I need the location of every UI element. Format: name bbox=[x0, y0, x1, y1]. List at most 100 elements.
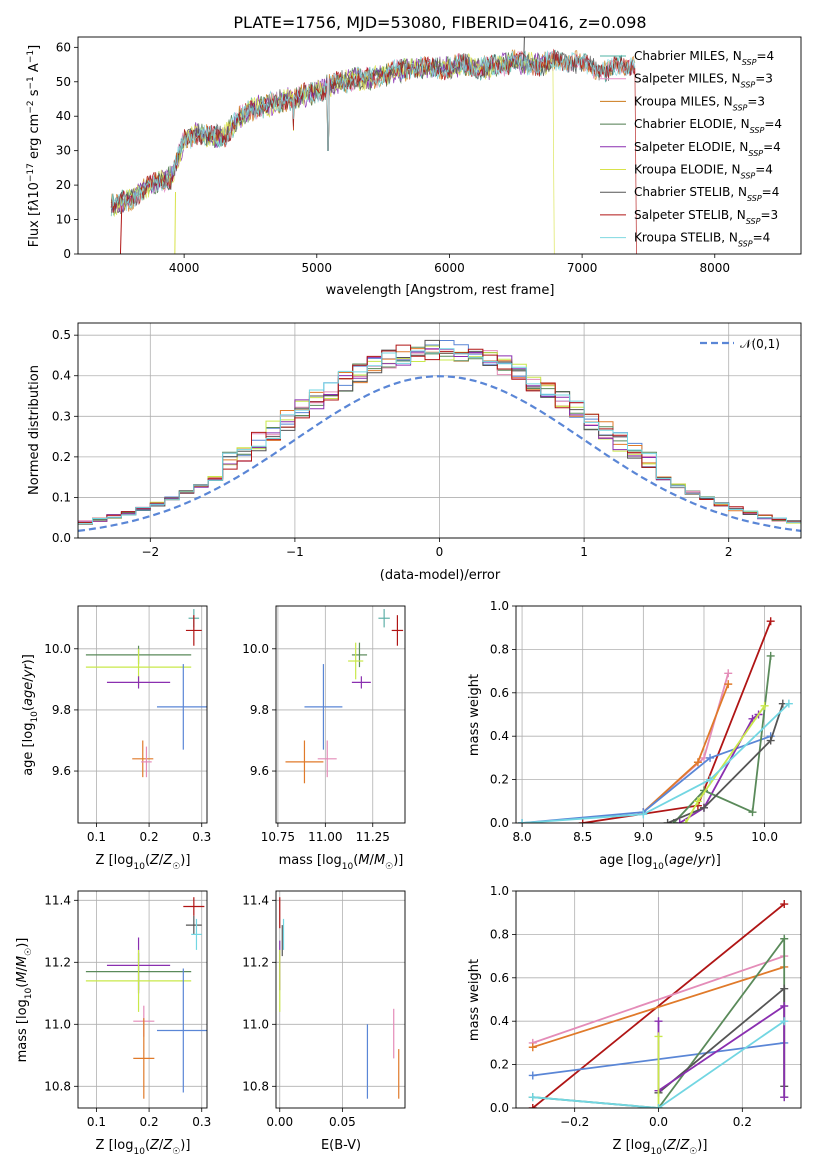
x-tick-label: 9.0 bbox=[634, 830, 653, 844]
legend-entry: 𝒩(0,1) bbox=[740, 337, 780, 351]
legend-value: =4 bbox=[762, 185, 780, 199]
age-vs-metallicity-ylabel: age [log10(age/yr)] bbox=[21, 654, 40, 776]
weight-line bbox=[532, 955, 785, 1044]
y-tick-label: 10.0 bbox=[44, 642, 71, 656]
y-tick-label: 1.0 bbox=[490, 599, 509, 613]
weight-point bbox=[639, 810, 648, 819]
x-tick-label: 0.0 bbox=[649, 1115, 668, 1129]
y-tick-label: 11.2 bbox=[44, 955, 71, 969]
x-tick-label: 8.0 bbox=[513, 830, 532, 844]
x-tick-label: 1 bbox=[580, 545, 588, 559]
y-tick-label: 0.4 bbox=[52, 369, 71, 383]
age-vs-mass-plot-area bbox=[276, 606, 405, 823]
weight-point bbox=[706, 753, 715, 762]
legend-entry: Chabrier ELODIE, NSSP=4 bbox=[634, 117, 782, 135]
mass-vs-metallicity-ylabel: mass [log10(M/M☉)] bbox=[15, 938, 34, 1063]
x-tick-label: 8.5 bbox=[573, 830, 592, 844]
weight-point bbox=[724, 680, 733, 689]
weight-vs-metallicity-plot-area bbox=[516, 890, 801, 1109]
legend-subscript: SSP bbox=[733, 103, 748, 112]
y-tick-label: 0.0 bbox=[52, 531, 71, 545]
x-tick-label: 8000 bbox=[699, 261, 730, 275]
legend-entry: Salpeter ELODIE, NSSP=4 bbox=[634, 140, 781, 158]
x-tick-label: 0.1 bbox=[87, 1115, 106, 1129]
x-tick-label: 0.00 bbox=[266, 1115, 293, 1129]
weight-line bbox=[582, 620, 772, 823]
legend-value: =4 bbox=[755, 163, 773, 177]
x-tick-label: −0.2 bbox=[560, 1115, 589, 1129]
weight-point bbox=[518, 819, 527, 823]
age-vs-mass-panel: mass [log10(M/M☉)] 10.75 11.00 11.25 9.6 9.8… bbox=[242, 605, 406, 872]
y-tick-label: 9.6 bbox=[250, 764, 269, 778]
weight-vs-metallicity-ylabel: mass weight bbox=[467, 959, 482, 1041]
y-tick-label: 0.8 bbox=[490, 642, 509, 656]
figure-title: PLATE=1756, MJD=53080, FIBERID=0416, z=0… bbox=[233, 13, 646, 32]
axes-frame bbox=[77, 36, 802, 255]
y-tick-label: 0.0 bbox=[490, 1101, 509, 1115]
spectrum-dropout bbox=[174, 191, 177, 254]
weight-point bbox=[780, 1093, 789, 1102]
mass-vs-ebv-plot-area bbox=[276, 891, 405, 1108]
y-tick-label: 11.4 bbox=[242, 893, 269, 907]
spectrum-plot-area bbox=[110, 37, 637, 254]
legend-entry: Chabrier MILES, NSSP=4 bbox=[634, 49, 774, 67]
y-tick-label: 11.4 bbox=[44, 893, 71, 907]
y-tick-label: 0.5 bbox=[52, 328, 71, 342]
x-tick-label: 0.3 bbox=[192, 830, 211, 844]
weight-point bbox=[528, 1043, 537, 1052]
legend-entry: Kroupa MILES, NSSP=3 bbox=[634, 94, 765, 112]
weight-point bbox=[766, 736, 775, 745]
legend-entry: Kroupa ELODIE, NSSP=4 bbox=[634, 163, 773, 181]
weight-line bbox=[679, 713, 760, 823]
mass-vs-metallicity-xlabel: Z [log10(Z/Z☉)] bbox=[96, 1138, 191, 1157]
residuals-legend: 𝒩(0,1) bbox=[700, 337, 780, 351]
spectrum-panel: Chabrier MILES, NSSP=4 Salpeter MILES, NS… bbox=[26, 36, 802, 298]
legend-subscript: SSP bbox=[741, 171, 756, 180]
weight-vs-metallicity-xlabel: Z [log10(Z/Z☉)] bbox=[613, 1138, 708, 1157]
x-tick-label: 2 bbox=[725, 545, 733, 559]
weight-line bbox=[532, 1020, 785, 1108]
weight-point bbox=[681, 819, 690, 823]
legend-subscript: SSP bbox=[738, 239, 753, 248]
y-tick-label: 0.6 bbox=[490, 971, 509, 985]
y-tick-label: 10.8 bbox=[44, 1079, 71, 1093]
legend-value: =4 bbox=[756, 49, 774, 63]
weight-point bbox=[663, 819, 672, 823]
x-tick-label: 6000 bbox=[434, 261, 465, 275]
axes-frame bbox=[77, 605, 208, 824]
weight-line bbox=[522, 702, 790, 823]
weight-vs-age-plot-area bbox=[516, 605, 801, 824]
axes-frame bbox=[77, 890, 208, 1109]
x-tick-label: 7000 bbox=[567, 261, 598, 275]
legend-subscript: SSP bbox=[741, 80, 756, 89]
y-tick-label: 40 bbox=[56, 109, 71, 123]
axes-frame bbox=[275, 605, 406, 824]
x-tick-label: 0.05 bbox=[329, 1115, 356, 1129]
weight-point bbox=[766, 617, 775, 626]
age-vs-metallicity-xlabel: Z [log10(Z/Z☉)] bbox=[96, 853, 191, 872]
legend-subscript: SSP bbox=[750, 126, 765, 135]
weight-line bbox=[667, 703, 784, 823]
y-tick-label: 30 bbox=[56, 144, 71, 158]
residuals-ylabel: Normed distribution bbox=[27, 365, 42, 495]
y-tick-label: 20 bbox=[56, 178, 71, 192]
weight-vs-age-panel: age [log10(age/yr)] mass weight 8.0 8.5 9.… bbox=[467, 599, 802, 872]
weight-point bbox=[760, 701, 769, 710]
spectrum-emission-line bbox=[523, 37, 525, 62]
legend-subscript: SSP bbox=[742, 58, 757, 67]
weight-point bbox=[528, 1093, 537, 1102]
spectrum-ylabel: Flux [fλ10−17 erg cm−2 s−1 A−1] bbox=[26, 45, 42, 247]
y-tick-label: 0.2 bbox=[52, 450, 71, 464]
spectrum-line bbox=[110, 48, 637, 254]
histogram-series bbox=[78, 348, 801, 538]
legend-value: =4 bbox=[753, 231, 771, 245]
weight-point bbox=[528, 1104, 537, 1108]
x-tick-label: 0.2 bbox=[733, 1115, 752, 1129]
legend-entry: Kroupa STELIB, NSSP=4 bbox=[634, 231, 770, 249]
weight-line bbox=[532, 903, 785, 1108]
mass-vs-metallicity-panel: Z [log10(Z/Z☉)] mass [log10(M/M☉)] 0.1 0.… bbox=[15, 890, 211, 1157]
weight-point bbox=[748, 808, 757, 817]
y-tick-label: 0.4 bbox=[490, 1014, 509, 1028]
spectrum-legend: Chabrier MILES, NSSP=4 Salpeter MILES, NS… bbox=[600, 49, 782, 248]
legend-subscript: SSP bbox=[747, 194, 762, 203]
